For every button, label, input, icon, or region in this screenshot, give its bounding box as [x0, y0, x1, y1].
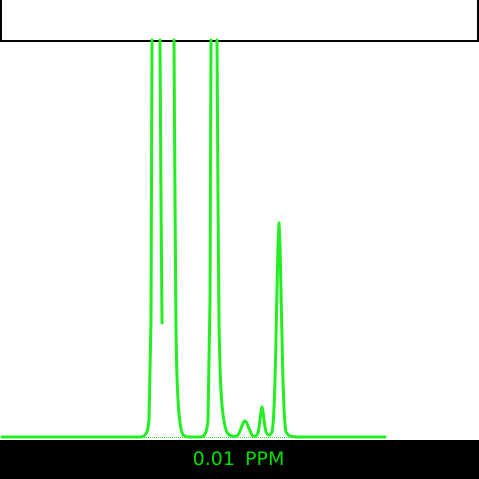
scale-value-label: 0.01: [192, 448, 235, 470]
scale-unit-label: PPM: [245, 448, 285, 470]
status-bar: 0.01 PPM: [0, 440, 479, 479]
header-panel[interactable]: [0, 0, 479, 42]
spectrum-trace: [0, 38, 387, 439]
